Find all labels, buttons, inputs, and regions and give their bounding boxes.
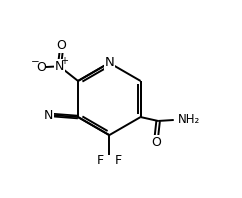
Text: F: F xyxy=(114,154,122,167)
Text: N: N xyxy=(104,56,114,69)
Text: N: N xyxy=(44,109,53,122)
Text: O: O xyxy=(36,61,46,74)
Text: F: F xyxy=(97,154,104,167)
Text: NH₂: NH₂ xyxy=(178,113,200,127)
Text: O: O xyxy=(56,39,66,52)
Text: −: − xyxy=(31,57,40,67)
Text: +: + xyxy=(60,56,68,66)
Text: O: O xyxy=(151,136,161,148)
Text: N: N xyxy=(55,60,64,73)
